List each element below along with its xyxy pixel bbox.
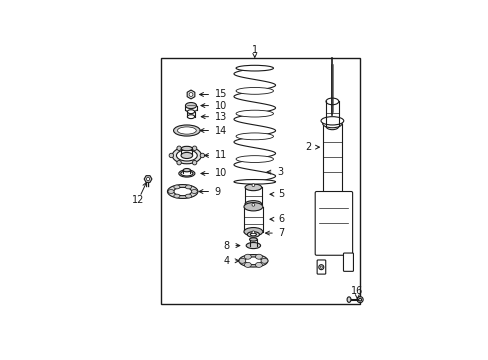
Ellipse shape [358,298,361,301]
Ellipse shape [167,185,198,198]
Ellipse shape [185,194,191,198]
Ellipse shape [236,110,273,117]
Circle shape [251,203,254,206]
Circle shape [177,146,181,150]
Ellipse shape [320,117,343,125]
Ellipse shape [173,187,191,195]
FancyBboxPatch shape [315,192,352,255]
Circle shape [189,93,193,96]
Text: 4: 4 [223,256,229,266]
Ellipse shape [236,65,273,71]
Ellipse shape [179,170,195,177]
Text: 10: 10 [214,168,226,179]
Text: 11: 11 [214,150,226,161]
Ellipse shape [173,125,200,136]
Circle shape [192,146,197,150]
Ellipse shape [173,194,180,198]
Ellipse shape [244,184,261,191]
Ellipse shape [177,127,196,134]
Circle shape [251,231,254,234]
Text: 1: 1 [251,45,257,55]
Circle shape [200,153,204,158]
Circle shape [169,153,173,158]
Text: 3: 3 [276,167,283,177]
Ellipse shape [325,98,338,105]
FancyBboxPatch shape [343,253,353,271]
Ellipse shape [173,185,180,189]
Ellipse shape [238,255,267,267]
Ellipse shape [191,190,197,193]
Circle shape [251,184,254,186]
Text: 16: 16 [350,286,363,296]
Ellipse shape [244,228,262,236]
Text: 6: 6 [278,214,284,224]
Circle shape [192,161,197,165]
Text: 12: 12 [132,195,144,205]
Ellipse shape [322,120,342,128]
Ellipse shape [247,232,259,237]
Ellipse shape [356,297,363,303]
Text: 9: 9 [214,186,220,197]
Text: 7: 7 [278,228,284,238]
Text: 13: 13 [214,112,226,122]
Ellipse shape [183,168,190,172]
Ellipse shape [249,238,257,241]
Ellipse shape [250,233,256,236]
Bar [160,58,359,304]
FancyBboxPatch shape [317,260,325,274]
Text: 15: 15 [214,90,226,99]
Polygon shape [144,176,152,183]
Ellipse shape [238,258,245,263]
Ellipse shape [244,254,251,259]
Ellipse shape [181,152,192,158]
Ellipse shape [233,180,275,184]
Ellipse shape [236,156,273,162]
Ellipse shape [176,150,197,161]
Ellipse shape [322,194,342,203]
Ellipse shape [261,258,267,263]
Ellipse shape [325,123,338,130]
Ellipse shape [244,262,251,267]
Text: 8: 8 [223,240,229,251]
Text: 10: 10 [214,100,226,111]
Ellipse shape [255,262,262,267]
Ellipse shape [236,133,273,140]
Ellipse shape [172,147,201,164]
Text: 14: 14 [214,126,226,135]
Circle shape [320,266,322,268]
Ellipse shape [181,146,192,151]
Ellipse shape [187,110,194,114]
Circle shape [146,177,149,181]
Circle shape [177,161,181,165]
Ellipse shape [346,297,350,302]
Ellipse shape [185,103,196,109]
Text: 5: 5 [278,189,284,199]
Ellipse shape [181,171,193,176]
Ellipse shape [244,257,261,265]
Ellipse shape [185,185,191,189]
Text: 2: 2 [305,142,311,152]
Ellipse shape [236,87,273,94]
Ellipse shape [244,201,261,207]
Ellipse shape [168,190,174,193]
Ellipse shape [244,203,262,211]
Polygon shape [187,90,194,99]
Circle shape [318,265,323,270]
Ellipse shape [187,115,194,118]
Ellipse shape [255,254,262,259]
Ellipse shape [245,243,260,249]
